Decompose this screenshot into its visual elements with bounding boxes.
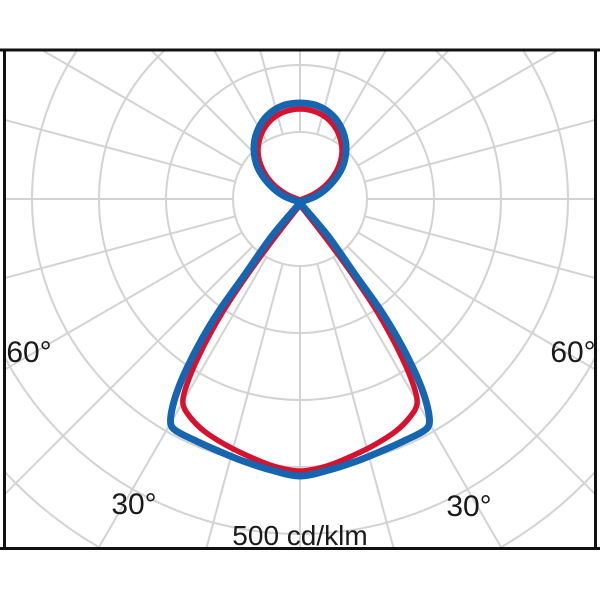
angle-label-30-left: 30° bbox=[111, 488, 157, 521]
grid-spoke bbox=[332, 51, 387, 142]
grid-spoke bbox=[151, 51, 254, 153]
grid-spoke bbox=[213, 51, 268, 142]
grid-spoke bbox=[205, 263, 284, 547]
grid-spoke bbox=[364, 215, 594, 279]
diagram-frame bbox=[0, 48, 600, 550]
angle-label-30-right: 30° bbox=[446, 490, 492, 523]
grid-spoke bbox=[6, 231, 243, 370]
grid-spoke bbox=[6, 215, 236, 279]
grid-spoke bbox=[97, 256, 268, 547]
grid-spoke bbox=[6, 245, 254, 495]
angle-label-60-left: 60° bbox=[6, 336, 52, 369]
grid-spoke bbox=[6, 119, 236, 183]
curve-red-lower-lobe bbox=[180, 202, 420, 474]
grid-spoke bbox=[357, 51, 558, 167]
grid-spoke bbox=[346, 245, 594, 495]
grid-spoke bbox=[316, 263, 395, 547]
intensity-curves bbox=[166, 99, 434, 480]
intensity-unit-label: 500 cd/klm bbox=[232, 520, 368, 551]
grid-spoke bbox=[259, 51, 284, 135]
angle-label-60-right: 60° bbox=[550, 336, 596, 369]
grid-spoke bbox=[332, 256, 503, 547]
grid-spoke bbox=[346, 51, 449, 153]
grid-spoke bbox=[357, 231, 594, 370]
curve-blue-lower-lobe bbox=[166, 199, 434, 480]
grid-spoke bbox=[364, 119, 594, 183]
curve-blue-upper-lobe bbox=[250, 99, 350, 206]
grid-spoke bbox=[316, 51, 341, 135]
grid-spoke bbox=[42, 51, 243, 167]
